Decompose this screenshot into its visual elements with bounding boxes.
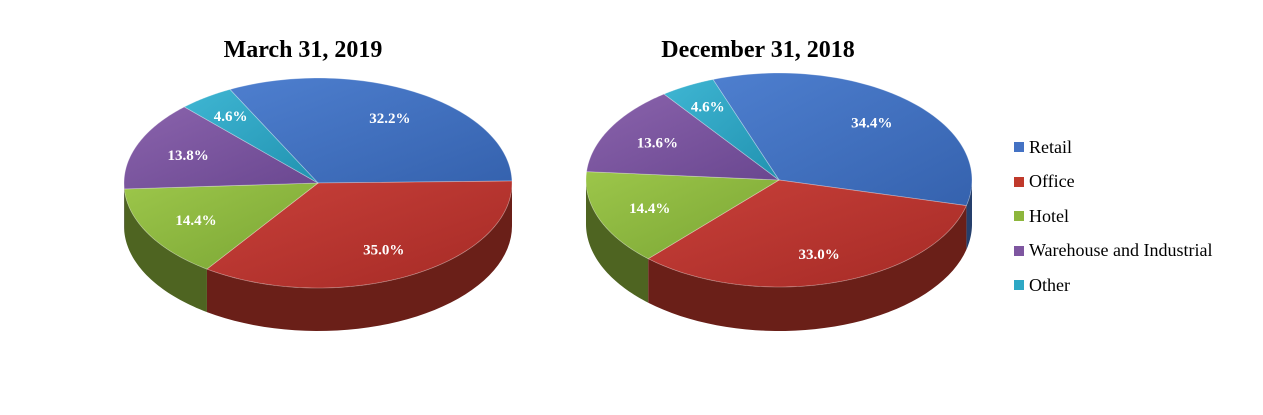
- data-label-office: 33.0%: [798, 247, 839, 263]
- data-label-hotel: 14.4%: [629, 201, 670, 217]
- pie-chart-march-2019: March 31, 2019 32.2% 35.0% 14.4% 13.8% 4.6%: [123, 37, 513, 331]
- legend-item-retail: Retail: [1014, 130, 1213, 165]
- legend-item-hotel: Hotel: [1014, 199, 1213, 234]
- data-label-hotel: 14.4%: [175, 213, 216, 229]
- pie-slice-office: [206, 180, 513, 289]
- legend-item-other: Other: [1014, 268, 1213, 303]
- pie-side-office: [648, 205, 967, 331]
- legend-swatch: [1014, 280, 1024, 291]
- legend-swatch: [1014, 245, 1024, 256]
- legend: Retail Office Hotel Warehouse and Indust…: [1014, 130, 1213, 303]
- legend-label: Office: [1029, 171, 1075, 192]
- legend-item-warehouse-and-industrial: Warehouse and Industrial: [1014, 234, 1213, 269]
- legend-swatch: [1014, 176, 1024, 187]
- data-label-warehouse-and-industrial: 13.8%: [167, 148, 208, 164]
- legend-label: Other: [1029, 274, 1070, 295]
- chart-title: March 31, 2019: [224, 37, 383, 63]
- pie-side-hotel: [124, 188, 207, 313]
- pie-side-office: [206, 183, 512, 331]
- pie-slice-office: [647, 179, 967, 288]
- data-label-warehouse-and-industrial: 13.6%: [637, 136, 678, 152]
- chart-title: December 31, 2018: [661, 37, 855, 63]
- pie-side-retail: [966, 180, 972, 250]
- pie-slice-retail: [712, 72, 973, 207]
- legend-label: Retail: [1029, 136, 1072, 157]
- pie-side-hotel: [586, 180, 649, 303]
- legend-swatch: [1014, 142, 1024, 153]
- data-label-retail: 34.4%: [851, 116, 892, 132]
- data-label-retail: 32.2%: [369, 111, 410, 127]
- legend-label: Warehouse and Industrial: [1029, 240, 1213, 261]
- pie-slice-other: [663, 79, 780, 181]
- pie-slice-warehouse-and-industrial: [586, 93, 781, 181]
- legend-swatch: [1014, 211, 1024, 222]
- pie-slice-hotel: [123, 182, 320, 270]
- pie-slice-other: [183, 88, 319, 184]
- data-label-office: 35.0%: [363, 243, 404, 259]
- pie-chart-december-2018: December 31, 2018 34.4% 33.0% 14.4% 13.6% 4.…: [585, 37, 973, 331]
- data-label-other: 4.6%: [214, 109, 248, 125]
- legend-label: Hotel: [1029, 205, 1069, 226]
- pie-slice-retail: [229, 77, 513, 184]
- pie-slice-hotel: [585, 171, 781, 260]
- legend-item-office: Office: [1014, 165, 1213, 200]
- data-label-other: 4.6%: [691, 100, 725, 116]
- pie-slice-warehouse-and-industrial: [123, 106, 320, 190]
